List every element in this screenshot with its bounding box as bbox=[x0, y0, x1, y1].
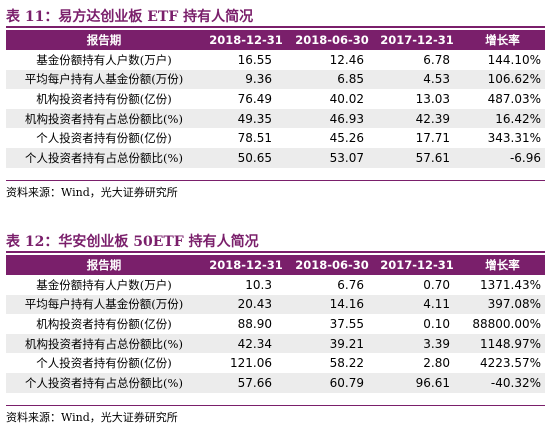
row-label: 机构投资者持有份额(亿份) bbox=[36, 91, 172, 106]
table-row: 平均每户持有人基金份额(万份) 20.43 14.16 4.11 397.08% bbox=[6, 294, 545, 315]
row-label: 个人投资者持有占总份额比(%) bbox=[6, 147, 202, 168]
cell: 88.90 bbox=[237, 316, 272, 331]
table-row: 机构投资者持有份额(亿份) 76.49 40.02 13.03 487.03% bbox=[6, 89, 545, 109]
cell: 3.39 bbox=[374, 333, 460, 354]
row-label: 基金份额持有人户数(万户) bbox=[36, 277, 172, 292]
cell: 42.34 bbox=[202, 333, 290, 354]
row-label: 基金份额持有人户数(万户) bbox=[36, 52, 172, 67]
cell: 20.43 bbox=[202, 294, 290, 315]
cell: 4.53 bbox=[374, 69, 460, 90]
table2-header-col1: 2018-12-31 bbox=[202, 255, 290, 275]
cell: 13.03 bbox=[415, 91, 450, 106]
table-row: 个人投资者持有占总份额比(%) 57.66 60.79 96.61 -40.32… bbox=[6, 372, 545, 393]
cell: 60.79 bbox=[290, 372, 374, 393]
cell: 45.26 bbox=[329, 131, 364, 146]
table2-header-col2: 2018-06-30 bbox=[290, 255, 374, 275]
table-row: 机构投资者持有占总份额比(%) 42.34 39.21 3.39 1148.97… bbox=[6, 333, 545, 354]
table2-header-growth: 增长率 bbox=[460, 255, 545, 275]
table2-source: 资料来源：Wind，光大证券研究所 bbox=[6, 411, 178, 424]
table-row: 机构投资者持有占总份额比(%) 49.35 46.93 42.39 16.42% bbox=[6, 108, 545, 129]
table1-header-period: 报告期 bbox=[6, 30, 202, 50]
table-row: 个人投资者持有份额(亿份) 78.51 45.26 17.71 343.31% bbox=[6, 128, 545, 148]
cell: 10.3 bbox=[245, 277, 272, 292]
cell: 42.39 bbox=[374, 108, 460, 129]
cell: 0.70 bbox=[423, 277, 450, 292]
cell: 53.07 bbox=[290, 147, 374, 168]
growth-cell: 1148.97% bbox=[460, 333, 545, 354]
row-label: 个人投资者持有份额(亿份) bbox=[36, 131, 172, 146]
cell: 76.49 bbox=[237, 91, 272, 106]
cell: 96.61 bbox=[374, 372, 460, 393]
row-label: 个人投资者持有份额(亿份) bbox=[36, 356, 172, 371]
table2-header-row: 报告期 2018-12-31 2018-06-30 2017-12-31 增长率 bbox=[6, 255, 545, 275]
growth-cell: -6.96 bbox=[460, 147, 545, 168]
table2-header-period: 报告期 bbox=[6, 255, 202, 275]
row-label: 平均每户持有人基金份额(万份) bbox=[6, 69, 202, 90]
cell: 46.93 bbox=[290, 108, 374, 129]
table1-source: 资料来源：Wind，光大证券研究所 bbox=[6, 186, 178, 199]
table-row: 个人投资者持有份额(亿份) 121.06 58.22 2.80 4223.57% bbox=[6, 353, 545, 373]
growth-cell: 144.10% bbox=[487, 52, 541, 67]
cell: 78.51 bbox=[237, 131, 272, 146]
table1-header-col3: 2017-12-31 bbox=[374, 30, 460, 50]
cell: 9.36 bbox=[202, 69, 290, 90]
table1-header-row: 报告期 2018-12-31 2018-06-30 2017-12-31 增长率 bbox=[6, 30, 545, 50]
cell: 40.02 bbox=[329, 91, 364, 106]
table1-header-col2: 2018-06-30 bbox=[290, 30, 374, 50]
cell: 6.85 bbox=[290, 69, 374, 90]
cell: 39.21 bbox=[290, 333, 374, 354]
cell: 6.78 bbox=[423, 52, 450, 67]
table-row: 机构投资者持有份额(亿份) 88.90 37.55 0.10 88800.00% bbox=[6, 314, 545, 334]
cell: 58.22 bbox=[329, 356, 364, 371]
table-row: 基金份额持有人户数(万户) 10.3 6.76 0.70 1371.43% bbox=[6, 275, 545, 295]
growth-cell: -40.32% bbox=[460, 372, 545, 393]
row-label: 机构投资者持有占总份额比(%) bbox=[6, 108, 202, 129]
table1-title-rule bbox=[6, 26, 545, 28]
table1-header-growth: 增长率 bbox=[460, 30, 545, 50]
table1: 报告期 2018-12-31 2018-06-30 2017-12-31 增长率… bbox=[6, 30, 545, 168]
growth-cell: 16.42% bbox=[460, 108, 545, 129]
table1-header-col1: 2018-12-31 bbox=[202, 30, 290, 50]
row-label: 平均每户持有人基金份额(万份) bbox=[6, 294, 202, 315]
growth-cell: 397.08% bbox=[460, 294, 545, 315]
table2: 报告期 2018-12-31 2018-06-30 2017-12-31 增长率… bbox=[6, 255, 545, 393]
row-label: 个人投资者持有占总份额比(%) bbox=[6, 372, 202, 393]
cell: 17.71 bbox=[415, 131, 450, 146]
cell: 57.61 bbox=[374, 147, 460, 168]
cell: 2.80 bbox=[423, 356, 450, 371]
row-label: 机构投资者持有份额(亿份) bbox=[36, 316, 172, 331]
cell: 12.46 bbox=[329, 52, 364, 67]
table1-bottom-rule bbox=[6, 180, 545, 181]
table-row: 个人投资者持有占总份额比(%) 50.65 53.07 57.61 -6.96 bbox=[6, 147, 545, 168]
table2-title-rule bbox=[6, 251, 545, 253]
row-label: 机构投资者持有占总份额比(%) bbox=[6, 333, 202, 354]
cell: 16.55 bbox=[237, 52, 272, 67]
cell: 121.06 bbox=[230, 356, 272, 371]
table2-bottom-rule bbox=[6, 405, 545, 406]
cell: 0.10 bbox=[423, 316, 450, 331]
growth-cell: 106.62% bbox=[460, 69, 545, 90]
table-row: 平均每户持有人基金份额(万份) 9.36 6.85 4.53 106.62% bbox=[6, 69, 545, 90]
cell: 37.55 bbox=[329, 316, 364, 331]
table-row: 基金份额持有人户数(万户) 16.55 12.46 6.78 144.10% bbox=[6, 50, 545, 70]
table2-title: 表 12：华安创业板 50ETF 持有人简况 bbox=[6, 234, 259, 250]
cell: 49.35 bbox=[202, 108, 290, 129]
growth-cell: 4223.57% bbox=[479, 356, 541, 371]
cell: 6.76 bbox=[337, 277, 364, 292]
cell: 50.65 bbox=[202, 147, 290, 168]
growth-cell: 343.31% bbox=[487, 131, 541, 146]
cell: 57.66 bbox=[202, 372, 290, 393]
cell: 14.16 bbox=[290, 294, 374, 315]
cell: 4.11 bbox=[374, 294, 460, 315]
growth-cell: 487.03% bbox=[487, 91, 541, 106]
growth-cell: 1371.43% bbox=[479, 277, 541, 292]
table2-header-col3: 2017-12-31 bbox=[374, 255, 460, 275]
table1-title: 表 11：易方达创业板 ETF 持有人简况 bbox=[6, 9, 254, 25]
growth-cell: 88800.00% bbox=[472, 316, 541, 331]
